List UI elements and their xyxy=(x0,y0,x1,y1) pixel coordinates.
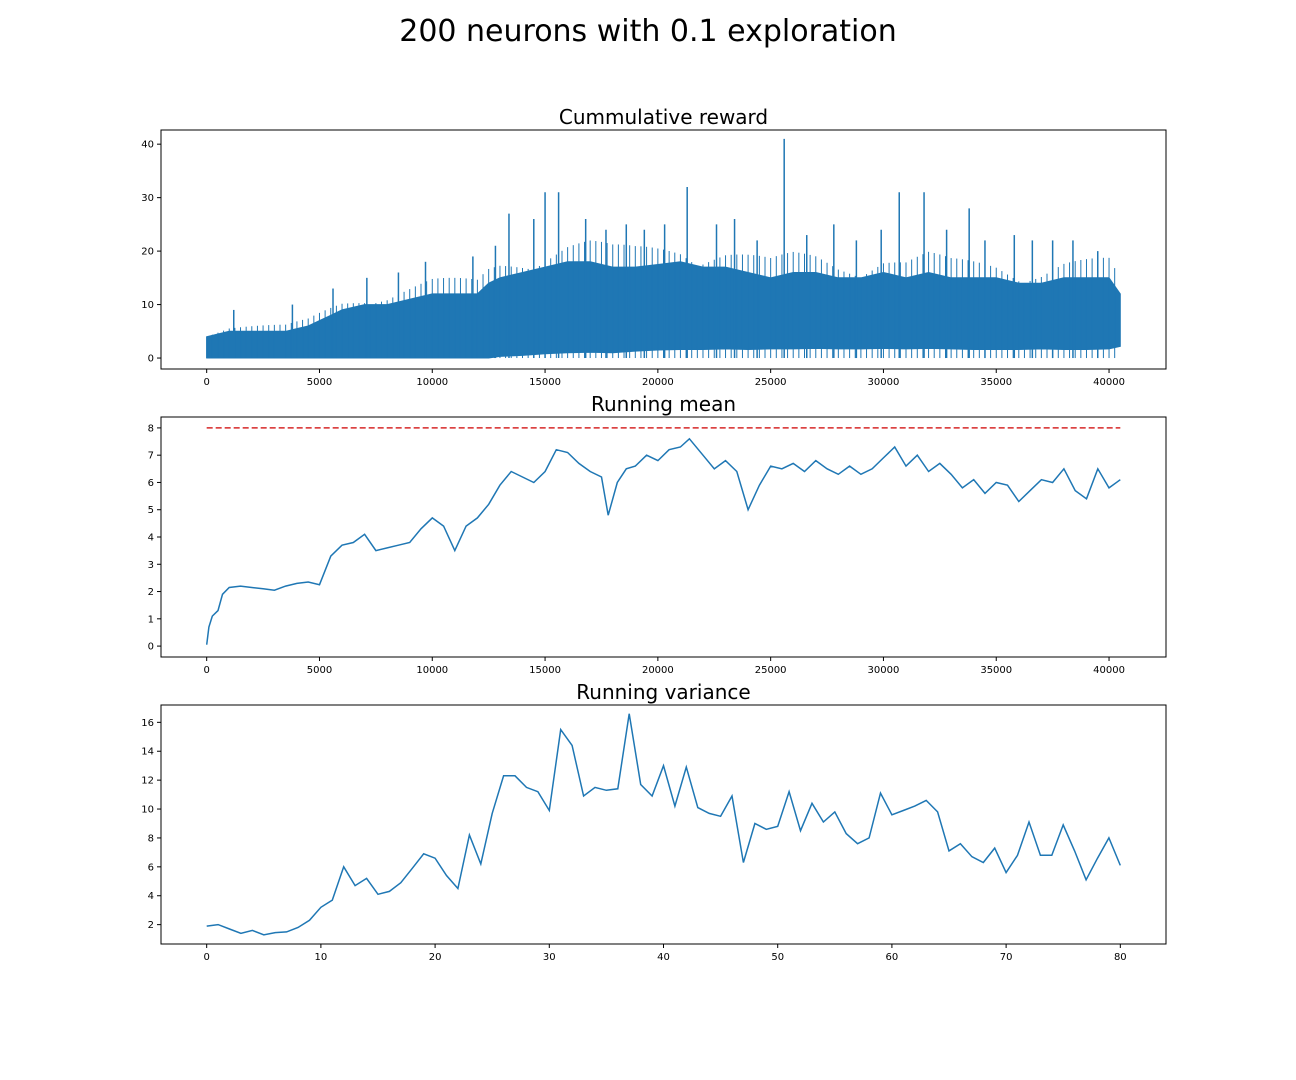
x-tick-label: 60 xyxy=(886,952,899,963)
plot-area xyxy=(206,138,1121,359)
y-tick-label: 3 xyxy=(148,560,154,571)
x-tick-label: 5000 xyxy=(307,665,332,676)
y-tick-label: 8 xyxy=(148,833,154,844)
x-tick-label: 25000 xyxy=(755,377,787,388)
x-tick-label: 15000 xyxy=(529,377,561,388)
plot-area xyxy=(206,713,1121,936)
x-tick-label: 40000 xyxy=(1093,377,1125,388)
x-tick-label: 0 xyxy=(203,377,209,388)
y-tick-label: 0 xyxy=(148,354,154,365)
chart-title: Running mean xyxy=(591,392,736,416)
y-tick-label: 6 xyxy=(148,862,154,873)
x-tick-label: 50 xyxy=(771,952,784,963)
x-tick-label: 30 xyxy=(543,952,556,963)
plot-frame xyxy=(160,129,1167,370)
running-mean-line xyxy=(205,437,1121,645)
x-tick-label: 30000 xyxy=(868,377,900,388)
running-variance-line xyxy=(206,713,1121,936)
y-tick-label: 40 xyxy=(141,140,154,151)
x-tick-label: 10000 xyxy=(416,377,448,388)
y-tick-label: 6 xyxy=(148,478,154,489)
x-tick-label: 10000 xyxy=(416,665,448,676)
y-tick-label: 4 xyxy=(148,891,154,902)
plot-frame xyxy=(160,704,1167,945)
y-tick-label: 4 xyxy=(148,533,154,544)
x-tick-label: 35000 xyxy=(980,377,1012,388)
x-tick-label: 20000 xyxy=(642,665,674,676)
y-tick-label: 20 xyxy=(141,247,154,258)
x-tick-label: 30000 xyxy=(868,665,900,676)
y-tick-label: 10 xyxy=(141,805,154,816)
x-tick-label: 15000 xyxy=(529,665,561,676)
y-tick-label: 10 xyxy=(141,300,154,311)
y-tick-label: 1 xyxy=(148,614,154,625)
x-tick-label: 20000 xyxy=(642,377,674,388)
running-mean-chart: Running mean 0 5000 10000 15000 20000 25000 300… xyxy=(148,392,1167,676)
y-tick-label: 8 xyxy=(148,423,154,434)
cumulative-reward-chart: Cummulative reward 0 5000 10000 15000 20000 25… xyxy=(141,105,1167,388)
y-tick-label: 0 xyxy=(148,642,154,653)
y-tick-label: 7 xyxy=(148,451,154,462)
x-tick-label: 0 xyxy=(203,665,209,676)
x-tick-label: 70 xyxy=(1000,952,1013,963)
x-tick-label: 80 xyxy=(1114,952,1127,963)
x-tick-label: 40000 xyxy=(1093,665,1125,676)
y-tick-label: 5 xyxy=(148,505,154,516)
x-tick-label: 40 xyxy=(657,952,670,963)
y-tick-label: 30 xyxy=(141,193,154,204)
x-tick-label: 20 xyxy=(429,952,442,963)
plot-frame xyxy=(160,416,1167,658)
x-tick-label: 10 xyxy=(315,952,328,963)
x-tick-label: 0 xyxy=(203,952,209,963)
x-tick-label: 35000 xyxy=(980,665,1012,676)
y-tick-label: 14 xyxy=(141,747,154,758)
figure-title: 200 neurons with 0.1 exploration xyxy=(399,14,897,49)
chart-title: Cummulative reward xyxy=(559,105,768,129)
x-tick-label: 5000 xyxy=(307,377,332,388)
x-tick-label: 25000 xyxy=(755,665,787,676)
y-tick-label: 2 xyxy=(148,920,154,931)
chart-title: Running variance xyxy=(576,680,750,704)
running-variance-chart: Running variance 0 10 20 30 40 50 60 70 80 2 4 6 8 10 1… xyxy=(141,680,1167,963)
y-tick-label: 2 xyxy=(148,587,154,598)
y-tick-label: 16 xyxy=(141,718,154,729)
plot-area xyxy=(205,427,1121,645)
y-tick-label: 12 xyxy=(141,776,154,787)
